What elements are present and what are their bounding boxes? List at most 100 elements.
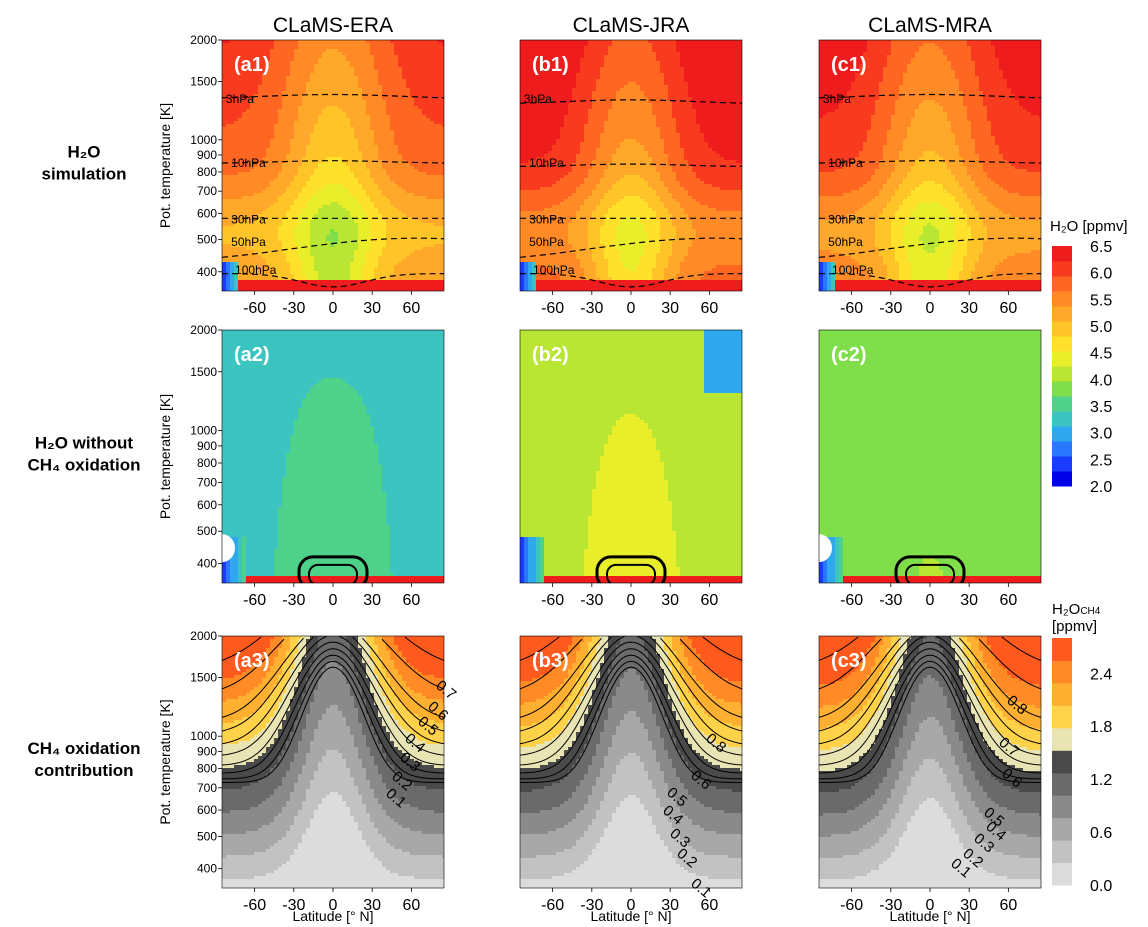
field-cell <box>572 49 577 53</box>
field-cell <box>394 262 399 266</box>
field-cell <box>230 115 235 119</box>
field-cell <box>406 244 411 248</box>
field-cell <box>410 52 415 56</box>
field-cell <box>580 40 585 44</box>
field-cell <box>302 193 307 197</box>
field-cell <box>434 67 439 71</box>
field-cell <box>370 268 375 272</box>
field-cell <box>370 100 375 104</box>
field-cell <box>354 214 359 218</box>
field-cell <box>386 100 391 104</box>
field-cell <box>430 130 435 134</box>
field-cell <box>302 58 307 62</box>
field-cell <box>342 76 347 80</box>
field-cell <box>548 46 553 50</box>
field-cell <box>290 235 295 239</box>
field-cell <box>366 73 371 77</box>
field-cell <box>262 187 267 191</box>
field-cell <box>246 271 251 275</box>
field-cell <box>338 268 343 272</box>
field-cell <box>740 43 742 47</box>
field-cell <box>410 226 415 230</box>
field-cell <box>234 61 239 65</box>
field-cell <box>318 193 323 197</box>
field-cell <box>382 274 387 278</box>
field-cell <box>262 73 267 77</box>
field-cell <box>366 193 371 197</box>
field-cell <box>402 97 407 101</box>
field-cell <box>302 208 307 212</box>
field-cell <box>390 277 395 281</box>
field-cell <box>258 265 263 269</box>
field-cell <box>362 289 367 291</box>
field-cell <box>282 91 287 95</box>
field-cell <box>338 283 343 287</box>
field-cell <box>398 277 403 281</box>
field-cell <box>282 169 287 173</box>
field-cell <box>426 223 431 227</box>
field-cell <box>354 121 359 125</box>
field-cell <box>422 142 427 146</box>
field-cell <box>302 127 307 131</box>
field-cell <box>286 61 291 65</box>
field-cell <box>362 79 367 83</box>
field-cell <box>434 166 439 170</box>
field-cell <box>302 136 307 140</box>
field-cell <box>374 223 379 227</box>
field-cell <box>414 190 419 194</box>
field-cell <box>282 145 287 149</box>
field-cell <box>442 109 444 113</box>
field-cell <box>362 268 367 272</box>
field-cell <box>302 259 307 263</box>
field-cell <box>282 61 287 65</box>
field-cell <box>294 106 299 110</box>
field-cell <box>234 184 239 188</box>
field-cell <box>302 55 307 59</box>
field-cell <box>398 61 403 65</box>
field-cell <box>350 253 355 257</box>
field-cell <box>350 151 355 155</box>
field-cell <box>430 127 435 131</box>
field-cell <box>362 208 367 212</box>
field-cell <box>302 184 307 188</box>
field-cell <box>378 247 383 251</box>
field-cell <box>322 94 327 98</box>
field-cell <box>334 112 339 116</box>
field-cell <box>382 247 387 251</box>
field-cell <box>342 202 347 206</box>
field-cell <box>230 277 235 281</box>
field-cell <box>390 127 395 131</box>
field-cell <box>426 136 431 140</box>
field-cell <box>294 232 299 236</box>
field-cell <box>442 121 444 125</box>
field-cell <box>330 262 335 266</box>
field-cell <box>366 43 371 47</box>
field-cell <box>290 148 295 152</box>
field-cell <box>628 46 633 50</box>
field-cell <box>270 196 275 200</box>
field-cell <box>410 160 415 164</box>
field-cell <box>318 157 323 161</box>
field-cell <box>362 97 367 101</box>
field-cell <box>418 151 423 155</box>
field-cell <box>398 217 403 221</box>
field-cell <box>310 220 315 224</box>
field-cell <box>608 43 613 47</box>
field-cell <box>310 208 315 212</box>
field-cell <box>274 49 279 53</box>
field-cell <box>386 274 391 278</box>
field-cell <box>390 55 395 59</box>
field-cell <box>262 244 267 248</box>
field-cell <box>290 286 295 290</box>
field-cell <box>306 220 311 224</box>
field-cell <box>246 103 251 107</box>
field-cell <box>334 280 339 284</box>
field-cell <box>418 244 423 248</box>
field-cell <box>286 82 291 86</box>
field-cell <box>422 67 427 71</box>
field-cell <box>624 40 629 44</box>
field-cell <box>532 49 537 53</box>
field-cell <box>358 262 363 266</box>
field-cell <box>378 235 383 239</box>
field-cell <box>298 85 303 89</box>
